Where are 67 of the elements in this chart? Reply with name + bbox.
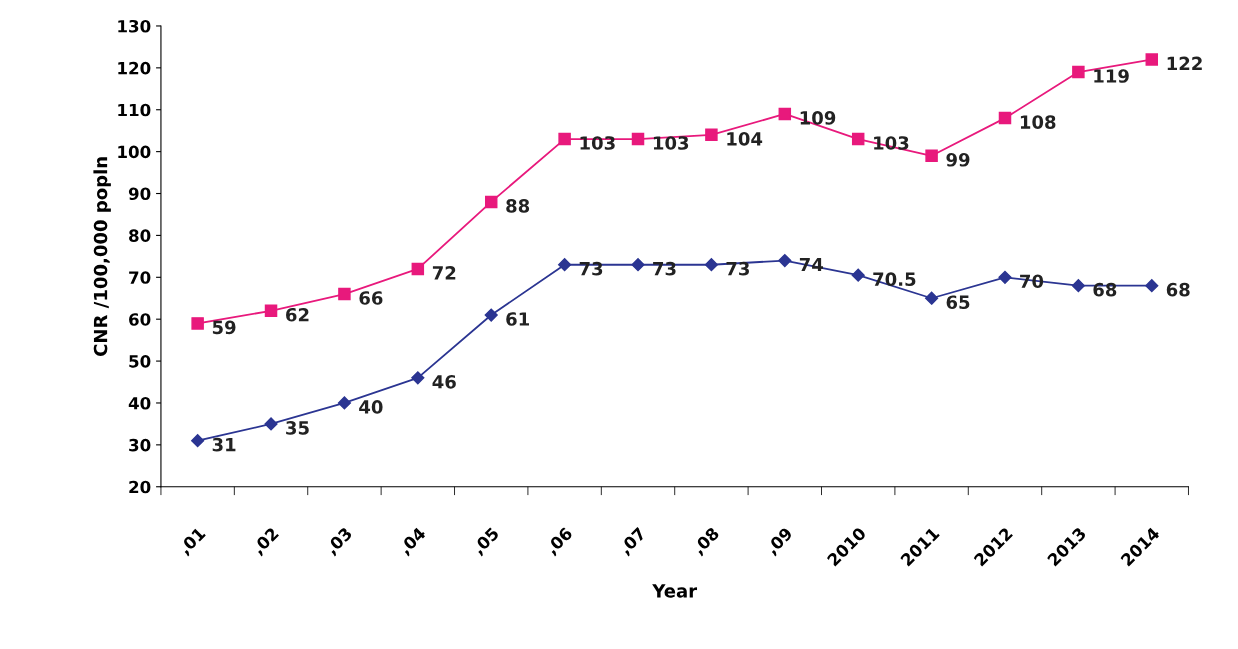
point [484,195,498,209]
point [411,262,425,276]
point [631,132,645,146]
point [1145,279,1159,293]
point [704,258,718,272]
y-tick-label: 70 [129,271,151,284]
x-axis-title: Year [652,584,698,598]
y-tick-label: 120 [118,61,151,75]
y-tick-label: 30 [129,438,151,452]
point [998,111,1012,125]
y-tick-label: 110 [118,103,151,117]
data-label: 109 [800,111,836,125]
data-label: 62 [286,307,309,322]
point [264,417,278,431]
y-tick-label: 80 [129,229,151,242]
data-label: 61 [506,312,529,326]
data-label: 119 [1094,69,1129,83]
point [1071,279,1085,293]
data-label: 40 [359,400,383,414]
data-label: 65 [946,295,970,310]
point [337,396,352,410]
data-label: 103 [580,136,615,150]
point [631,258,645,272]
y-tick-label: 60 [129,313,151,326]
data-label: 68 [1166,282,1190,297]
x-tick-label: ,01 [177,526,208,557]
point [338,287,351,301]
y-tick-label: 130 [118,19,151,33]
y-tick-label: 50 [129,355,151,368]
y-tick-label: 100 [118,145,151,159]
y-axis-title: CNR /100,000 popln [93,157,111,356]
data-label: 122 [1167,56,1202,71]
data-label: 31 [212,437,236,452]
point [925,291,939,305]
point [851,132,865,146]
data-label: 68 [1093,282,1117,297]
point [558,132,571,146]
data-label: 103 [874,136,909,150]
data-label: 104 [727,132,763,146]
point [998,270,1012,284]
y-tick-label: 20 [129,480,151,494]
data-label: 103 [653,136,689,150]
point [558,258,572,272]
y-tick-label: 90 [128,187,151,201]
point [191,317,204,330]
data-label: 66 [359,291,383,305]
point [1072,65,1085,79]
data-label: 72 [432,266,456,280]
point [705,128,718,142]
data-label: 108 [1020,115,1056,129]
point [484,308,498,322]
point [411,371,425,385]
data-label: 46 [432,374,456,389]
point [778,253,792,268]
data-label: 35 [286,421,309,435]
data-label: 99 [946,152,970,167]
point [191,434,205,448]
point [778,107,792,121]
point [925,149,938,163]
data-label: 88 [506,199,530,213]
y-tick-label: 40 [128,396,151,410]
point [1145,53,1159,66]
data-label: 59 [212,320,236,335]
data-label: 70.5 [873,272,916,286]
point [851,268,865,282]
data-label: 73 [726,261,749,276]
point [264,304,278,318]
